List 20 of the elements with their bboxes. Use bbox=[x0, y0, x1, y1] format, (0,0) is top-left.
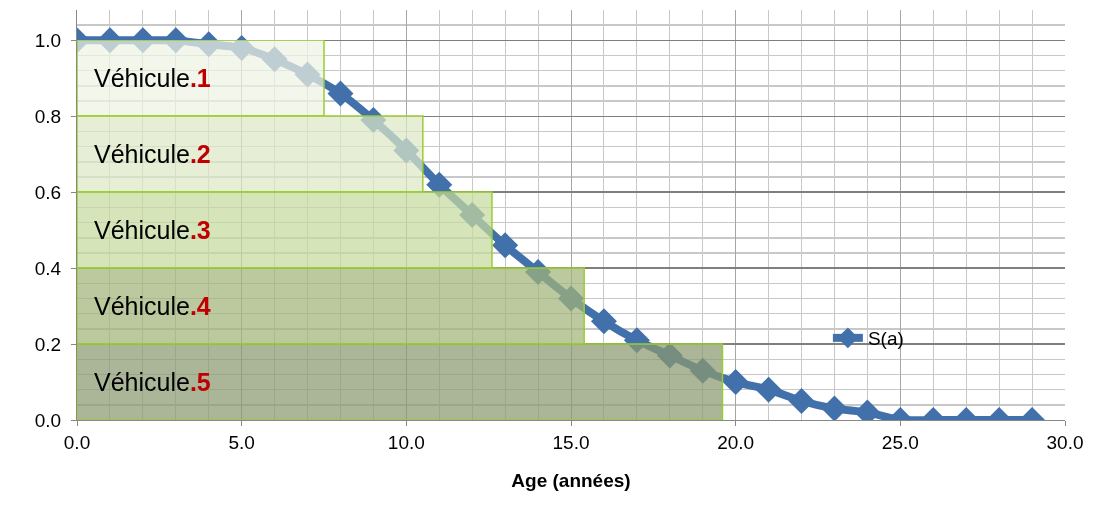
y-tick-label: 0.8 bbox=[34, 105, 62, 127]
x-tick-label: 15.0 bbox=[552, 431, 590, 453]
y-tick-label: 0.2 bbox=[34, 333, 62, 355]
y-tick-label: Véhicule.5 bbox=[94, 367, 211, 396]
x-tick-label: 0.0 bbox=[63, 431, 91, 453]
x-tick-label: 10.0 bbox=[387, 431, 425, 453]
y-tick-label: 0.4 bbox=[34, 257, 62, 279]
y-tick-label: Véhicule.3 bbox=[94, 215, 211, 244]
y-tick-label: Véhicule.2 bbox=[94, 139, 211, 168]
y-tick-label: Véhicule.4 bbox=[94, 291, 211, 320]
x-tick-label: 20.0 bbox=[717, 431, 755, 453]
y-tick-label: 0.6 bbox=[34, 181, 62, 203]
legend-label: S(a) bbox=[867, 328, 904, 350]
x-tick-label: 25.0 bbox=[881, 431, 919, 453]
x-tick-label: 30.0 bbox=[1046, 431, 1084, 453]
y-tick-label: Véhicule.1 bbox=[94, 63, 211, 92]
x-tick-label: 5.0 bbox=[228, 431, 255, 453]
x-axis-title: Age (années) bbox=[511, 470, 631, 491]
y-tick-label: 0.0 bbox=[34, 409, 62, 431]
y-tick-label: 1.0 bbox=[34, 30, 62, 52]
